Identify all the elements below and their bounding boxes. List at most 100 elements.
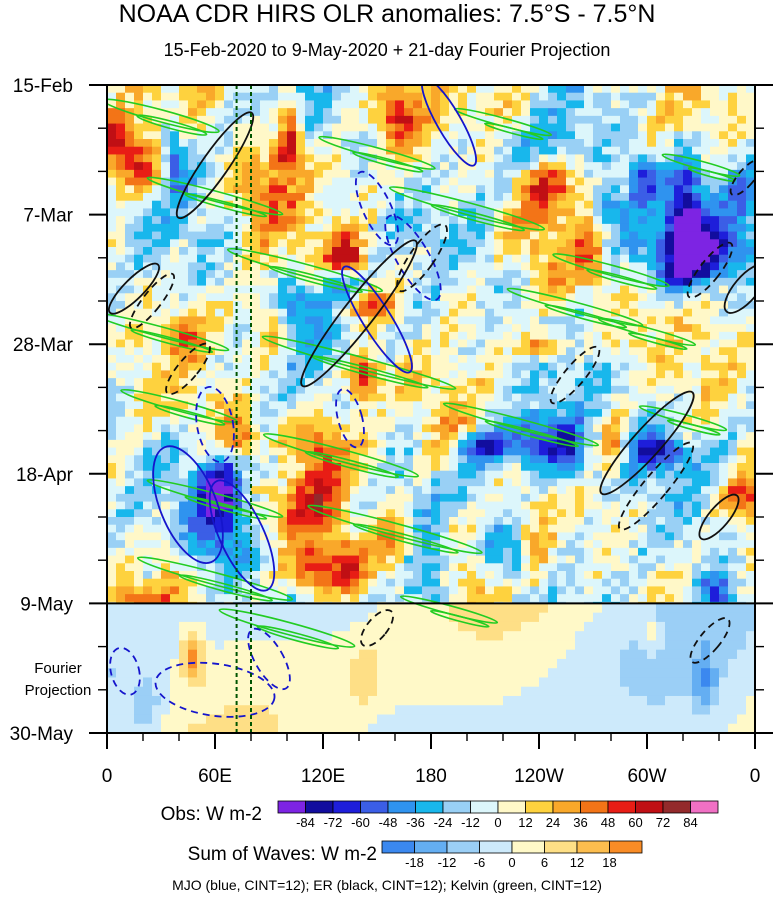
obs-cell	[161, 517, 171, 526]
obs-cell	[278, 169, 288, 179]
obs-cell	[359, 316, 369, 325]
obs-cell	[512, 231, 522, 240]
obs-cell	[350, 262, 360, 271]
obs-cell	[548, 185, 558, 194]
obs-cell	[269, 177, 279, 186]
obs-cell	[413, 247, 423, 256]
obs-cell	[629, 92, 639, 102]
obs-cell	[143, 216, 153, 225]
obs-cell	[350, 108, 360, 117]
obs-cell	[449, 223, 459, 233]
obs-cell	[656, 594, 666, 603]
obs-cell	[161, 162, 171, 171]
obs-cell	[539, 154, 549, 163]
obs-cell	[494, 447, 504, 456]
obs-cell	[458, 208, 468, 217]
obs-cell	[215, 571, 225, 580]
obs-cell	[701, 347, 711, 356]
obs-cell	[710, 370, 720, 379]
obs-cell	[116, 432, 126, 441]
obs-cell	[197, 540, 207, 549]
obs-cell	[152, 517, 162, 526]
obs-cell	[512, 154, 522, 163]
obs-cell	[413, 455, 423, 464]
obs-cell	[557, 216, 567, 225]
obs-cell	[431, 131, 441, 140]
obs-cell	[647, 193, 657, 202]
obs-cell	[179, 463, 189, 472]
obs-cell	[323, 586, 333, 595]
obs-cell	[647, 470, 657, 480]
obs-cell	[521, 486, 531, 495]
obs-cell	[287, 370, 297, 379]
obs-cell	[638, 216, 648, 225]
obs-cell	[161, 470, 171, 480]
obs-cell	[494, 339, 504, 348]
obs-cell	[161, 355, 171, 364]
obs-cell	[638, 578, 648, 588]
obs-cell	[512, 486, 522, 495]
obs-cell	[269, 532, 279, 541]
obs-cell	[251, 347, 261, 356]
obs-cell	[404, 455, 414, 464]
obs-cell	[620, 578, 630, 588]
obs-cell	[206, 115, 216, 125]
obs-cell	[593, 401, 603, 410]
obs-cell	[269, 231, 279, 240]
obs-cell	[152, 455, 162, 464]
obs-cell	[431, 270, 441, 279]
obs-cell	[242, 285, 252, 294]
obs-cell	[521, 563, 531, 572]
obs-cell	[206, 193, 216, 202]
obs-cell	[719, 285, 729, 294]
obs-cell	[467, 277, 477, 287]
obs-cell	[728, 216, 738, 225]
obs-cell	[458, 92, 468, 102]
obs-cell	[683, 563, 693, 572]
obs-cell	[539, 301, 549, 310]
obs-cell	[260, 416, 270, 426]
obs-cell	[548, 85, 558, 94]
obs-cell	[656, 555, 666, 564]
obs-cell	[656, 293, 666, 302]
obs-cell	[566, 416, 576, 426]
obs-cell	[251, 385, 261, 395]
obs-cell	[107, 177, 117, 186]
obs-cell	[647, 416, 657, 426]
obs-cell	[539, 139, 549, 148]
obs-cell	[656, 393, 666, 402]
obs-cell	[719, 355, 729, 364]
obs-cell	[539, 285, 549, 294]
obs-cell	[296, 293, 306, 302]
obs-cell	[566, 277, 576, 287]
obs-cell	[719, 409, 729, 418]
obs-cell	[584, 463, 594, 472]
obs-cell	[197, 362, 207, 372]
obs-cell	[323, 524, 333, 534]
obs-cell	[107, 339, 117, 348]
obs-cell	[368, 370, 378, 379]
obs-cell	[170, 455, 180, 464]
obs-cell	[656, 108, 666, 117]
obs-cell	[260, 578, 270, 588]
obs-cell	[287, 470, 297, 480]
obs-cell	[692, 486, 702, 495]
obs-cell	[296, 578, 306, 588]
obs-cell	[332, 547, 342, 557]
obs-cell	[170, 486, 180, 495]
obs-cell	[134, 378, 144, 387]
obs-cell	[611, 324, 621, 333]
obs-cell	[107, 139, 117, 148]
obs-cell	[278, 401, 288, 410]
obs-cell	[161, 563, 171, 572]
obs-cell	[197, 115, 207, 125]
obs-cell	[377, 378, 387, 387]
obs-cell	[548, 193, 558, 202]
obs-cell	[287, 555, 297, 564]
obs-cell	[638, 231, 648, 240]
obs-cell	[251, 262, 261, 271]
obs-cell	[116, 169, 126, 179]
obs-cell	[449, 154, 459, 163]
obs-cell	[269, 339, 279, 348]
obs-cell	[143, 393, 153, 402]
